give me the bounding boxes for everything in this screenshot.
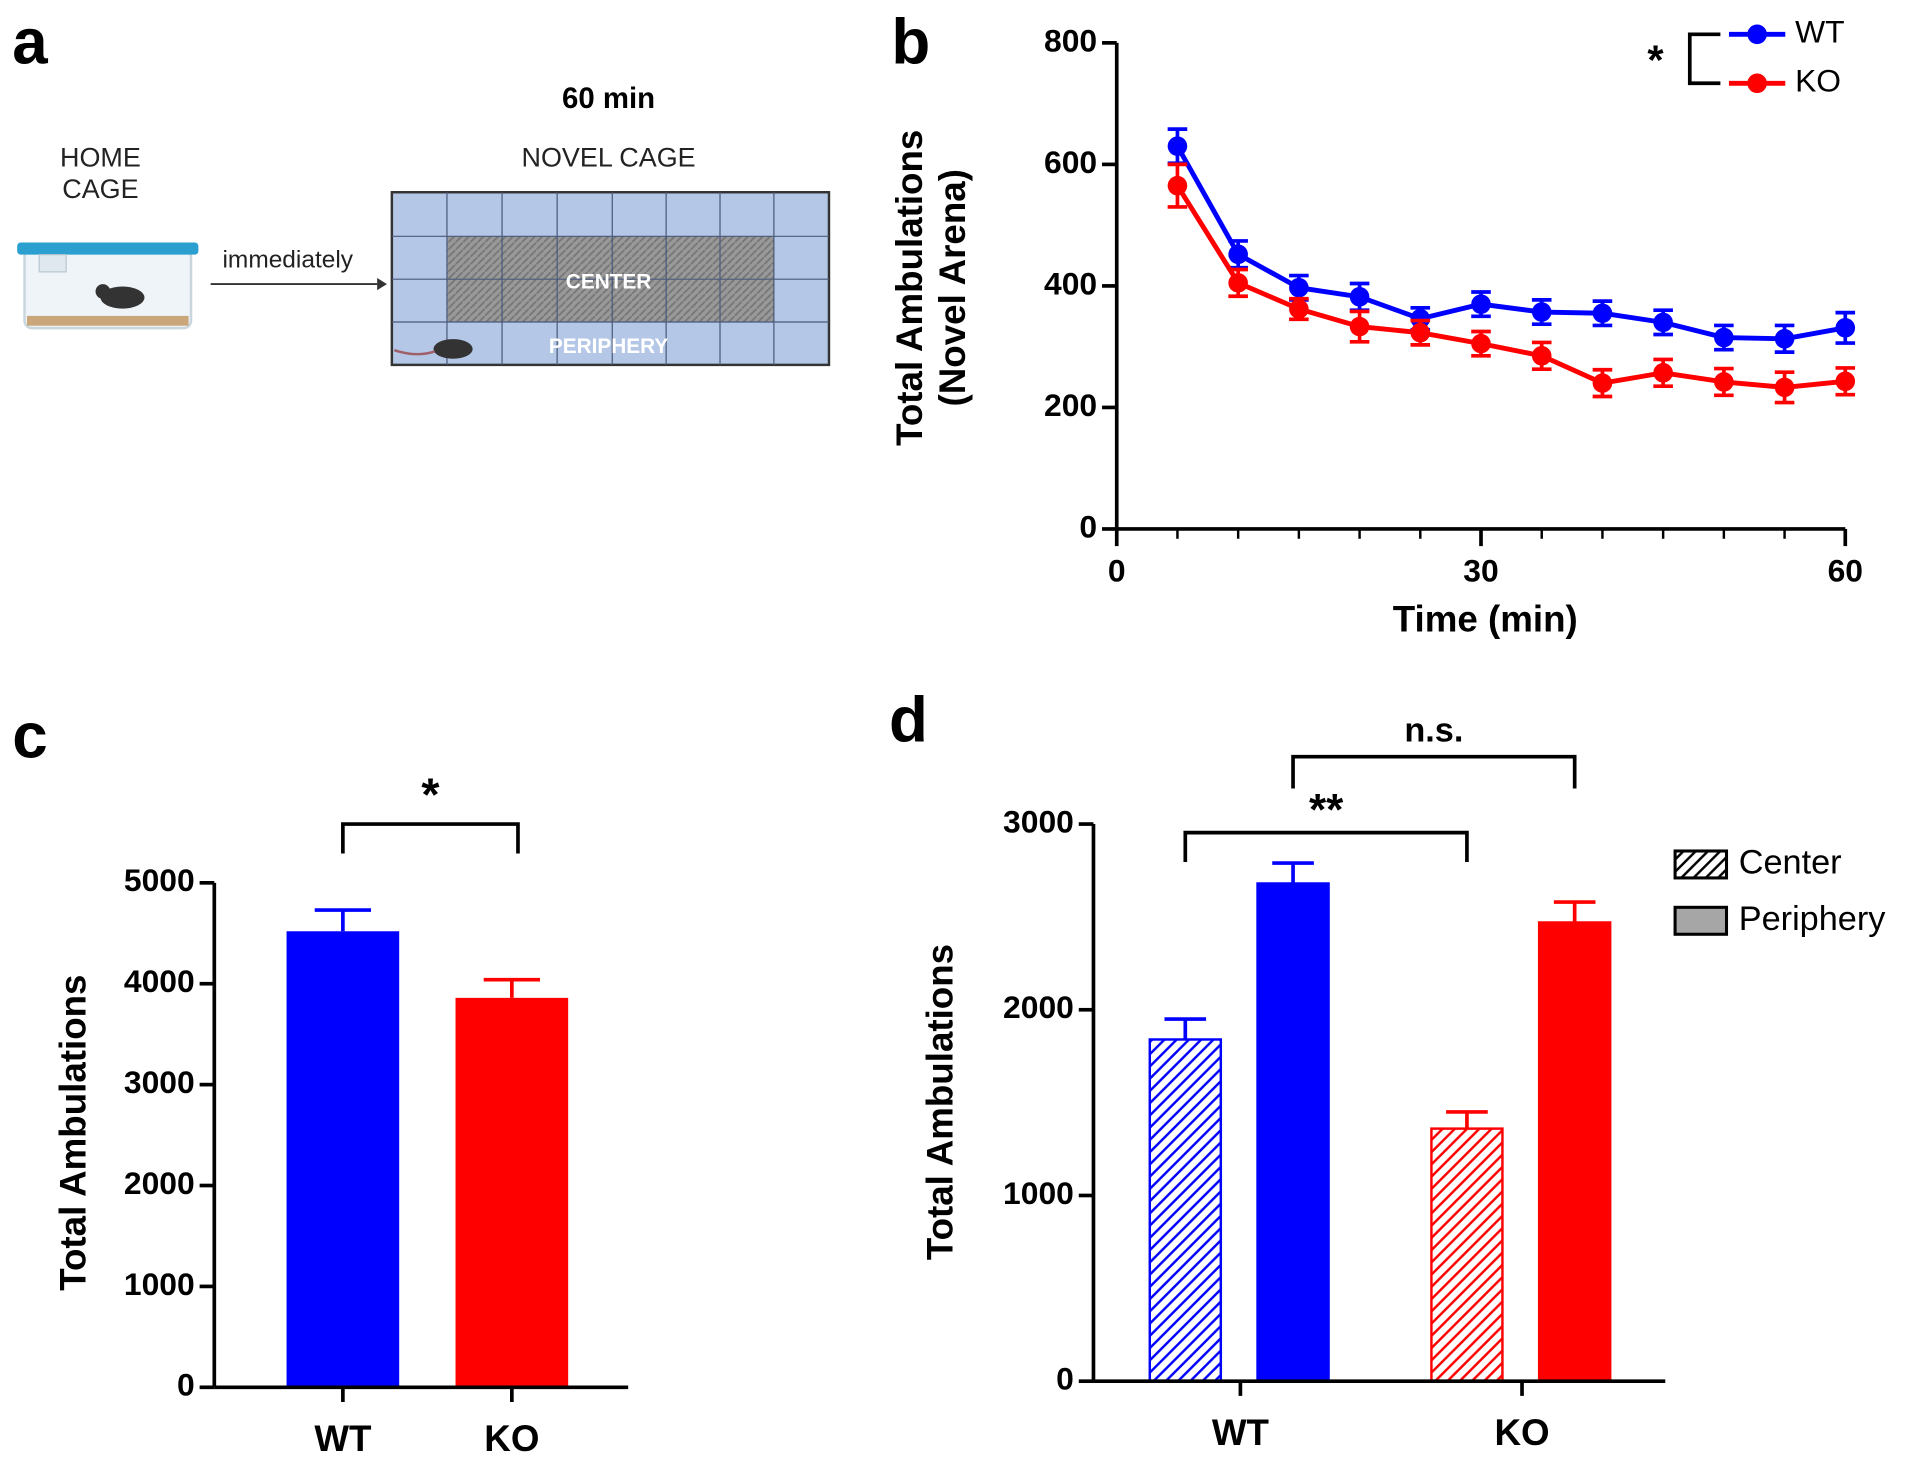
marker (1349, 316, 1370, 337)
panel-label: a (12, 6, 48, 77)
home-lid (17, 242, 199, 255)
legend-swatch (1673, 849, 1729, 880)
y-tick-label: 0 (1056, 1361, 1074, 1397)
y-axis-title: Total Ambulations (53, 975, 94, 1291)
marker (1228, 244, 1248, 265)
marker (1289, 299, 1309, 319)
panel-label: d (889, 685, 928, 756)
legend-swatch (1673, 905, 1729, 936)
line (1175, 144, 1846, 342)
marker (1592, 303, 1613, 324)
bar (455, 997, 569, 1388)
significance-label: * (421, 769, 440, 821)
novel-label: NOVEL CAGE (522, 142, 696, 172)
bedding (26, 315, 189, 326)
marker (1167, 136, 1188, 156)
significance-label: n.s. (1404, 711, 1463, 749)
marker (1835, 318, 1856, 338)
significance-bracket (1291, 754, 1577, 789)
y-tick-label: 600 (1044, 144, 1097, 180)
marker (1410, 322, 1431, 343)
y-tick-label: 1000 (1003, 1175, 1074, 1211)
y-tick-label: 800 (1044, 22, 1097, 58)
y-tick-label: 2000 (124, 1165, 195, 1201)
significance-label: ** (1309, 786, 1344, 835)
marker (1531, 345, 1552, 366)
marker (1531, 302, 1552, 322)
center-label: CENTER (566, 270, 652, 293)
legend-marker (1747, 73, 1767, 94)
bar (1256, 882, 1330, 1383)
arrow-head (377, 277, 387, 291)
bar (286, 931, 400, 1388)
bottle (38, 254, 67, 273)
arrow-label: immediately (223, 246, 354, 273)
marker (1289, 277, 1309, 298)
marker (1471, 333, 1491, 354)
mouse (433, 339, 473, 359)
y-tick-label: 5000 (124, 862, 195, 898)
y-tick-label: 400 (1044, 265, 1097, 301)
marker (1774, 377, 1795, 398)
x-tick-label: KO (484, 1418, 539, 1459)
bar (1430, 1127, 1504, 1383)
x-axis-title: Time (min) (1393, 599, 1578, 640)
legend-marker (1747, 24, 1767, 45)
marker (1349, 287, 1370, 307)
panel-label: c (12, 701, 47, 772)
legend-label: Center (1739, 844, 1842, 882)
y-tick-label: 1000 (124, 1266, 195, 1302)
cage-grid (391, 192, 829, 365)
marker (1228, 273, 1248, 293)
marker (1653, 312, 1673, 333)
marker (1714, 372, 1734, 392)
marker (1653, 363, 1673, 383)
mouse (100, 286, 145, 309)
line (1175, 184, 1846, 390)
significance-label: * (1647, 37, 1664, 84)
y-axis-title: Total Ambulations (920, 944, 961, 1260)
legend-label: Periphery (1739, 900, 1887, 938)
y-axis-title: (Novel Arena) (932, 169, 973, 406)
y-tick-label: 0 (177, 1367, 195, 1403)
marker (1835, 371, 1856, 392)
y-tick-label: 3000 (1003, 803, 1074, 839)
panel-a: a 60 min HOME CAGE NOVEL CAGE immediatel… (12, 6, 831, 367)
marker (1714, 327, 1734, 348)
home-label: HOME (60, 142, 141, 172)
x-tick-label: WT (1212, 1412, 1270, 1453)
y-tick-label: 4000 (124, 963, 195, 999)
y-tick-label: 2000 (1003, 989, 1074, 1025)
marker (1774, 328, 1795, 349)
duration: 60 min (562, 82, 655, 115)
bar (1537, 921, 1612, 1383)
y-axis-title: Total Ambulations (889, 130, 930, 446)
significance-bracket (341, 822, 520, 854)
marker (1592, 373, 1613, 393)
y-tick-label: 3000 (124, 1064, 195, 1100)
mouse-tail (393, 349, 436, 356)
marker (1167, 175, 1188, 196)
y-tick-label: 0 (1079, 508, 1097, 544)
marker (1471, 294, 1491, 314)
legend-label: WT (1795, 14, 1844, 50)
panel-label: b (891, 6, 930, 77)
mouse-head (95, 284, 111, 299)
x-tick-label: 0 (1108, 552, 1126, 588)
significance-bracket (1183, 830, 1469, 863)
significance-bracket (1687, 32, 1721, 86)
legend-label: KO (1795, 63, 1841, 99)
x-tick-label: WT (314, 1418, 372, 1459)
bar (1148, 1038, 1223, 1383)
x-tick-label: 30 (1463, 552, 1498, 588)
x-tick-label: KO (1494, 1412, 1549, 1453)
home-label: CAGE (62, 174, 138, 204)
x-tick-label: 60 (1828, 552, 1863, 588)
y-tick-label: 200 (1044, 387, 1097, 423)
periphery-label: PERIPHERY (549, 335, 669, 358)
